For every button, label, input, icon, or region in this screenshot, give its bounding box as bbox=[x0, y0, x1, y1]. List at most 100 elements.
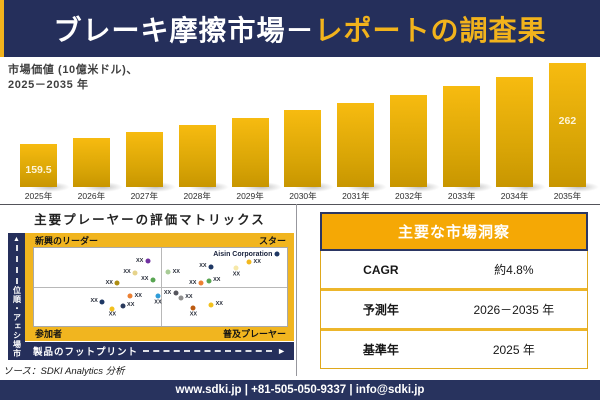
page-title-accent: レポートの調査果 bbox=[314, 14, 547, 46]
bar-value-label: 159.5 bbox=[25, 164, 52, 176]
scatter-point-label: XX bbox=[90, 298, 98, 305]
scatter-point-label: XX bbox=[199, 262, 207, 269]
insights-row-value: 2025 年 bbox=[492, 343, 535, 357]
quadrant-labels-bottom: 参加者 普及プレーヤー bbox=[35, 327, 286, 340]
scatter-point-label: XX bbox=[215, 301, 223, 308]
bar-item: 2029年 bbox=[231, 62, 282, 201]
arrow-up-icon: ▲ bbox=[13, 236, 20, 243]
scatter-point: XX bbox=[206, 277, 220, 284]
scatter-point: XX bbox=[208, 302, 223, 308]
source-note: ソース：SDKI Analytics 分析 bbox=[3, 366, 125, 377]
header-banner: ブレーキ摩擦市場－レポートの調査果 bbox=[0, 0, 600, 57]
page-title: ブレーキ摩擦市場－レポートの調査果 bbox=[53, 9, 546, 49]
bar-2026年 bbox=[72, 138, 110, 187]
bar-item: 2026年 bbox=[72, 62, 123, 201]
matrix-title: 主要プレーヤーの評価マトリックス bbox=[34, 213, 266, 227]
bar-category-label: 2034年 bbox=[500, 191, 529, 201]
scatter-point-label: XX bbox=[136, 257, 144, 264]
section-divider-vertical bbox=[296, 204, 297, 376]
bar-item: 2030年 bbox=[284, 62, 335, 201]
chart-subtitle-line1: 市場価値 (10億米ドル)、 bbox=[8, 64, 139, 76]
scatter-point-label: XX bbox=[108, 311, 117, 318]
chart-subtitle: 市場価値 (10億米ドル)、 2025－2035 年 bbox=[8, 63, 138, 94]
scatter-point: XX bbox=[90, 299, 105, 305]
matrix-y-axis: ▲ 位順・アェシ場市 bbox=[8, 233, 25, 360]
matrix-scatter-plot: XX XX XX XX XX XX XX XX Aisin Corporation XX XX XX X… bbox=[33, 247, 288, 327]
scatter-point: XX bbox=[199, 263, 214, 270]
page-title-main: ブレーキ摩擦市場－ bbox=[53, 14, 315, 46]
bar-item: 2031年 bbox=[337, 62, 388, 201]
footer-contact-text: www.sdki.jp | +81-505-050-9337 | info@sd… bbox=[175, 384, 425, 396]
bar-item: 2032年 bbox=[390, 62, 441, 201]
bar-2025年: 159.5 bbox=[20, 144, 57, 187]
quadrant-label-bottom-left: 参加者 bbox=[35, 329, 63, 339]
bar-2033年 bbox=[443, 86, 481, 187]
quadrant-label-top-right: スター bbox=[258, 236, 286, 246]
scatter-point: XX bbox=[154, 293, 162, 305]
insights-panel: 主要な市場洞察 CAGR 約4.8% 予測年 2026－2035 年基準年 2025 年 bbox=[320, 212, 588, 369]
scatter-point-label: XX bbox=[141, 276, 149, 283]
scatter-point-label: XX bbox=[163, 289, 172, 296]
bar-category-label: 2027年 bbox=[130, 191, 158, 201]
chart-subtitle-line2: 2025－2035 年 bbox=[8, 79, 89, 92]
bar-2029年 bbox=[231, 118, 269, 187]
scatter-point-label: XX bbox=[213, 277, 221, 283]
scatter-point: Aisin Corporation bbox=[213, 251, 280, 258]
scatter-point: XX bbox=[106, 280, 120, 286]
scatter-point-label: XX bbox=[253, 258, 261, 265]
bar-2027年 bbox=[125, 132, 163, 187]
bar-category-label: 2028年 bbox=[183, 191, 211, 201]
scatter-point-label: XX bbox=[189, 311, 198, 318]
insights-row-label: 基準年 bbox=[362, 343, 399, 357]
insights-row: CAGR 約4.8% bbox=[321, 251, 587, 288]
bar-category-label: 2030年 bbox=[289, 191, 317, 201]
scatter-point: XX bbox=[190, 305, 197, 317]
matrix-y-axis-label: 位順・アェシ場市 bbox=[12, 286, 22, 358]
evaluation-matrix: ▲ 位順・アェシ場市 新興のリーダー スター XX XX XX XX XX XX XX XX A… bbox=[8, 233, 294, 360]
bar-category-label: 2033年 bbox=[447, 191, 476, 201]
matrix-quadrant-panel: 新興のリーダー スター XX XX XX XX XX XX XX XX Aisin Corpor… bbox=[25, 233, 294, 341]
scatter-point: XX bbox=[136, 258, 151, 264]
scatter-point: XX bbox=[109, 306, 116, 317]
matrix-x-axis: 製品のフットプリント ► bbox=[25, 342, 294, 360]
scatter-point: XX bbox=[233, 265, 240, 277]
insights-row: 予測年 2026－2035 年 bbox=[321, 288, 587, 328]
quadrant-label-top-left: 新興のリーダー bbox=[35, 236, 99, 246]
bar-chart: 159.5 2025年 2026年 2027年 2028年 2029年 2030年 2031年… bbox=[20, 62, 599, 201]
y-axis-dashed-line bbox=[15, 245, 18, 284]
scatter-point-label: XX bbox=[185, 294, 193, 301]
scatter-point: XX bbox=[189, 280, 204, 286]
x-axis-dashed-line bbox=[143, 350, 273, 352]
bar-item: 2033年 bbox=[443, 62, 494, 201]
bar-2031年 bbox=[337, 103, 375, 187]
scatter-point: XX bbox=[178, 295, 193, 301]
scatter-point-label: XX bbox=[123, 269, 131, 276]
bar-item: 2028年 bbox=[178, 62, 229, 201]
scatter-point: XX bbox=[164, 290, 179, 296]
scatter-point-label: XX bbox=[154, 299, 162, 306]
bar-item: 2034年 bbox=[496, 62, 547, 201]
scatter-point: XX bbox=[246, 259, 261, 265]
quadrant-label-bottom-right: 普及プレーヤー bbox=[222, 329, 286, 339]
scatter-point: XX bbox=[123, 270, 138, 276]
bar-category-label: 2029年 bbox=[236, 191, 264, 201]
scatter-point: XX bbox=[127, 293, 142, 299]
scatter-point: XX bbox=[165, 269, 180, 275]
bar-item: 159.5 2025年 bbox=[20, 62, 70, 201]
bar-category-label: 2032年 bbox=[395, 191, 423, 201]
insights-table: CAGR 約4.8% 予測年 2026－2035 年基準年 2025 年 bbox=[320, 251, 588, 369]
insights-row: 基準年 2025 年 bbox=[321, 328, 587, 368]
bar-2035年: 262 bbox=[548, 63, 586, 187]
scatter-point-label: XX bbox=[134, 292, 142, 299]
scatter-point-company-label: Aisin Corporation bbox=[213, 250, 273, 258]
quadrant-divider-horizontal bbox=[34, 287, 287, 288]
matrix-x-axis-label: 製品のフットプリント bbox=[33, 347, 139, 358]
bar-2032年 bbox=[390, 95, 428, 187]
bar-category-label: 2031年 bbox=[342, 191, 370, 201]
bar-2034年 bbox=[496, 77, 534, 187]
scatter-point: XX bbox=[141, 277, 156, 283]
scatter-point-label: XX bbox=[172, 268, 180, 275]
scatter-point-label: XX bbox=[232, 271, 241, 278]
insights-row-value: 約4.8% bbox=[494, 263, 534, 277]
